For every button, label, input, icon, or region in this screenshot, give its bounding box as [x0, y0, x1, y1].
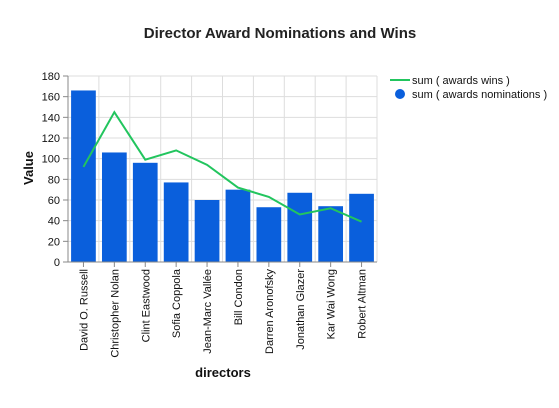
y-tick-label: 160 — [42, 92, 60, 104]
bar-christopher-nolan — [101, 152, 127, 262]
y-tick-label: 0 — [54, 257, 60, 269]
legend-label: sum ( awards wins ) — [412, 75, 510, 87]
y-axis-title: Value — [21, 151, 36, 185]
y-tick-label: 100 — [42, 154, 60, 166]
line-series-awards-wins — [82, 110, 362, 223]
bar-clint-eastwood — [132, 162, 158, 262]
x-axis-title: directors — [195, 365, 251, 380]
bar-sofia-coppola — [163, 182, 189, 262]
y-tick-label: 20 — [48, 236, 60, 248]
y-tick-label: 180 — [42, 71, 60, 83]
y-tick-label: 140 — [42, 112, 60, 124]
legend: sum ( awards wins ) sum ( awards nominati… — [390, 75, 547, 101]
x-tick-label: Robert Altman — [357, 269, 369, 339]
x-tick-label: David O. Russell — [78, 269, 90, 351]
bar-darren-aronofsky — [256, 207, 282, 262]
x-tick-label: Clint Eastwood — [140, 269, 152, 342]
bars — [71, 90, 374, 262]
x-tick-label: Bill Condon — [233, 269, 245, 325]
y-tick-label: 120 — [42, 133, 60, 145]
legend-label: sum ( awards nominations ) — [412, 89, 547, 101]
y-tick-label: 80 — [48, 174, 60, 186]
x-tick-label: Sofia Coppola — [171, 268, 183, 338]
bar-bill-condon — [225, 189, 251, 262]
x-tick-label: Jean-Marc Vallée — [202, 269, 214, 354]
y-tick-label: 60 — [48, 195, 60, 207]
bar-kar-wai-wong — [318, 206, 344, 262]
chart-title: Director Award Nominations and Wins — [144, 25, 416, 42]
x-tick-label: Kar Wai Wong — [326, 269, 338, 339]
bar-robert-altman — [349, 193, 374, 262]
y-tick-label: 40 — [48, 216, 60, 228]
bar-david-o-russell — [71, 90, 96, 262]
legend-swatch-dot — [395, 89, 405, 99]
x-tick-label: Jonathan Glazer — [295, 269, 307, 350]
lines — [82, 110, 362, 223]
x-tick-label: Christopher Nolan — [109, 269, 121, 358]
x-tick-label: Darren Aronofsky — [264, 269, 276, 354]
bar-jean-marc-vall-e — [194, 200, 220, 262]
bar-jonathan-glazer — [287, 192, 313, 262]
axes: 0 20 40 60 80 100 120 140 160 180 David O. Russell… — [42, 71, 377, 358]
